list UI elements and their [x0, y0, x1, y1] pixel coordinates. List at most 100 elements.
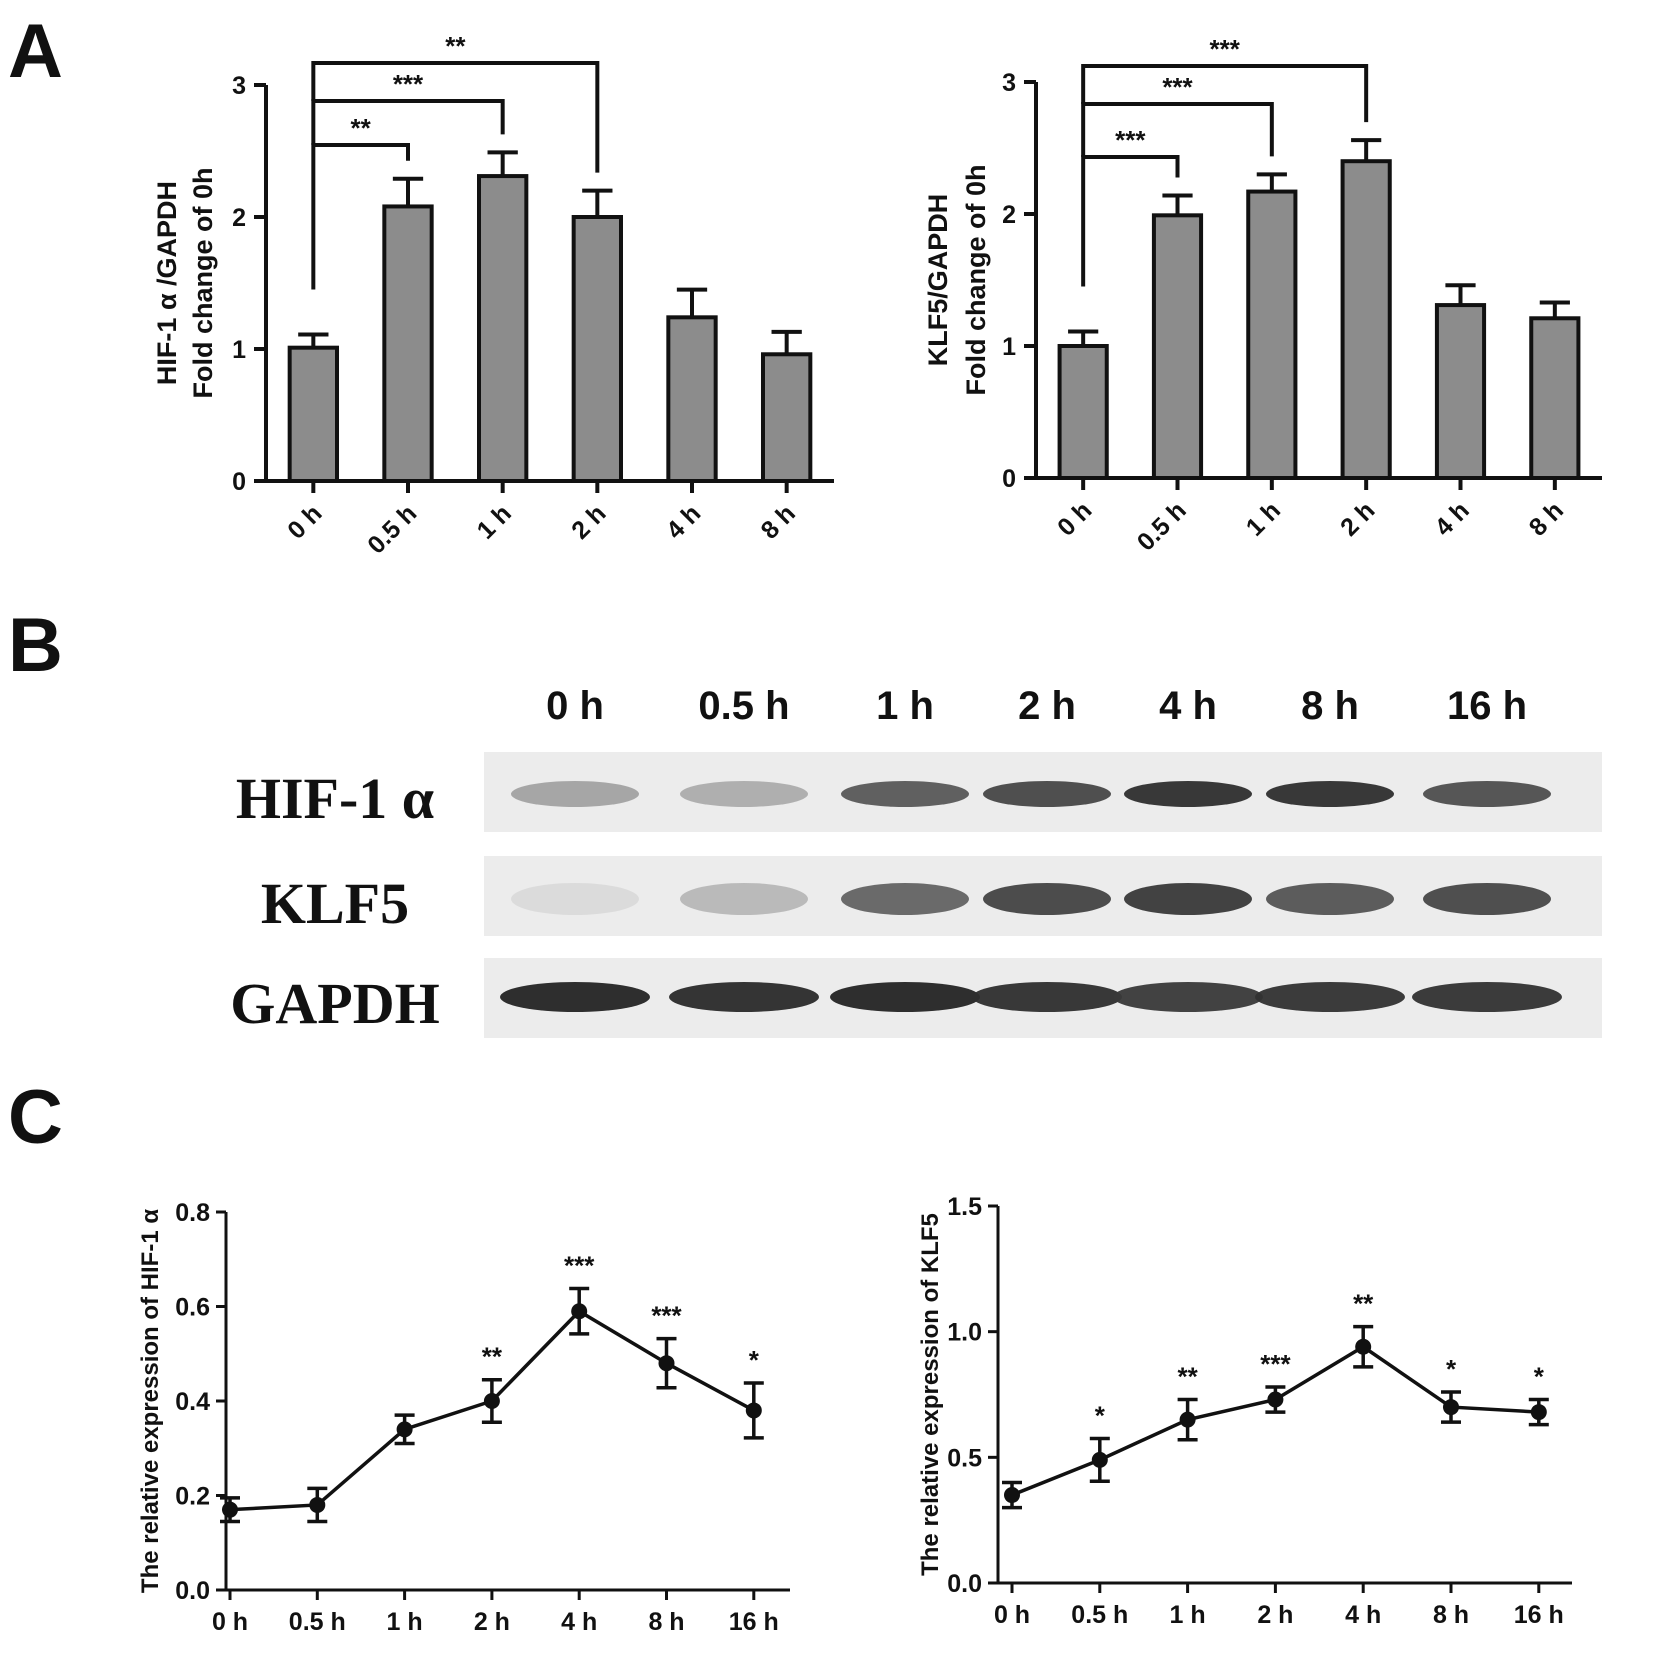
data-point: [1267, 1391, 1284, 1408]
significance-label: **: [1353, 1289, 1374, 1319]
data-point: [309, 1496, 326, 1513]
y-axis-title: Fold change of 0h: [961, 164, 991, 395]
bar: [666, 315, 718, 483]
significance-label: ***: [1260, 1349, 1291, 1379]
x-tick-label: 16 h: [729, 1608, 779, 1636]
significance-bracket: [1081, 64, 1369, 123]
significance-bracket: [311, 143, 410, 290]
blot-band: [511, 781, 639, 807]
lane-label: 2 h: [1018, 684, 1076, 728]
panel-label-b: B: [8, 603, 63, 688]
blot-band: [1423, 781, 1551, 807]
x-tick-label: 2 h: [1257, 1601, 1293, 1629]
blot-band: [1266, 883, 1394, 915]
x-tick-label: 16 h: [1514, 1601, 1564, 1629]
protein-label-gapdh: GAPDH: [230, 971, 440, 1036]
y-tick-label: 0.0: [175, 1577, 210, 1605]
bar: [382, 204, 434, 483]
y-tick-label: 0.0: [947, 1570, 982, 1598]
significance-label: ***: [651, 1301, 682, 1331]
significance-label: *: [1095, 1400, 1106, 1430]
significance-label: *: [1534, 1362, 1545, 1392]
blot-band: [1124, 883, 1252, 915]
bar: [477, 174, 529, 484]
x-tick-label: 8 h: [648, 1608, 684, 1636]
blot-band: [680, 781, 808, 807]
data-point: [1355, 1338, 1372, 1355]
blot-band: [983, 781, 1111, 807]
panel-label-c: C: [8, 1075, 63, 1160]
significance-bracket: [1081, 102, 1274, 157]
blot-band: [500, 982, 650, 1012]
significance-label: ***: [564, 1251, 595, 1281]
y-tick-label: 3: [232, 72, 246, 100]
blot-band: [1412, 982, 1562, 1012]
bar: [1434, 303, 1487, 480]
blot-band: [972, 982, 1122, 1012]
significance-label: ***: [1162, 72, 1193, 102]
x-tick-label: 4 h: [561, 1608, 597, 1636]
y-tick-label: 0.8: [175, 1199, 210, 1227]
y-axis-title: The relative expression of HIF-1 α: [137, 1209, 164, 1593]
blot-band: [841, 883, 969, 915]
blot-band: [1124, 781, 1252, 807]
bar: [1529, 316, 1581, 480]
bar: [761, 352, 813, 483]
significance-label: ***: [1209, 34, 1240, 64]
y-tick-label: 0.6: [175, 1294, 210, 1322]
significance-label: **: [1177, 1362, 1198, 1392]
significance-label: **: [482, 1342, 503, 1372]
protein-label-klf5: KLF5: [260, 871, 410, 936]
lane-label: 0.5 h: [698, 684, 790, 728]
lane-label: 0 h: [546, 684, 604, 728]
y-tick-label: 0: [232, 468, 246, 496]
x-tick-label: 8 h: [1433, 1601, 1469, 1629]
data-point: [1443, 1399, 1459, 1416]
y-tick-label: 2: [1002, 201, 1016, 229]
lane-label: 4 h: [1159, 684, 1217, 728]
x-tick-label: 1 h: [1170, 1601, 1206, 1629]
significance-bracket: [311, 61, 600, 173]
significance-label: **: [445, 31, 466, 61]
data-point: [396, 1421, 413, 1438]
y-tick-label: 1.5: [947, 1193, 982, 1221]
data-point: [571, 1303, 588, 1320]
y-tick-label: 1: [1002, 333, 1016, 361]
x-tick-label: 4 h: [1345, 1601, 1381, 1629]
significance-label: *: [1446, 1354, 1457, 1384]
x-tick-label: 0.5 h: [289, 1608, 346, 1636]
lane-label: 8 h: [1301, 684, 1359, 728]
lane-label: 1 h: [876, 684, 934, 728]
y-tick-label: 0.2: [175, 1483, 210, 1511]
data-point: [483, 1393, 500, 1409]
x-tick-label: 0 h: [212, 1608, 248, 1636]
blot-band: [1255, 982, 1405, 1012]
data-point: [745, 1402, 762, 1419]
data-point: [222, 1501, 238, 1518]
x-tick-label: 1 h: [387, 1608, 423, 1636]
x-tick-label: 0 h: [994, 1601, 1030, 1629]
blot-band: [680, 883, 808, 915]
significance-label: ***: [1115, 125, 1146, 155]
x-tick-label: 0.5 h: [1071, 1601, 1128, 1629]
y-axis-title: The relative expression of KLF5: [917, 1213, 944, 1576]
y-axis-title: HIF-1 α /GAPDH: [152, 181, 182, 385]
data-point: [1530, 1404, 1547, 1421]
significance-label: **: [351, 113, 372, 143]
blot-band: [669, 982, 819, 1012]
significance-bracket: [311, 99, 505, 145]
blot-band: [511, 883, 639, 915]
significance-bracket: [1081, 155, 1180, 287]
y-tick-label: 1.0: [947, 1319, 982, 1347]
protein-label-hif1a: HIF-1 α: [235, 766, 435, 831]
bar: [1057, 344, 1109, 480]
significance-label: ***: [393, 69, 424, 99]
bar: [571, 215, 624, 483]
y-axis-title: Fold change of 0h: [188, 167, 218, 398]
data-point: [1004, 1487, 1020, 1504]
lane-label: 16 h: [1446, 684, 1528, 728]
